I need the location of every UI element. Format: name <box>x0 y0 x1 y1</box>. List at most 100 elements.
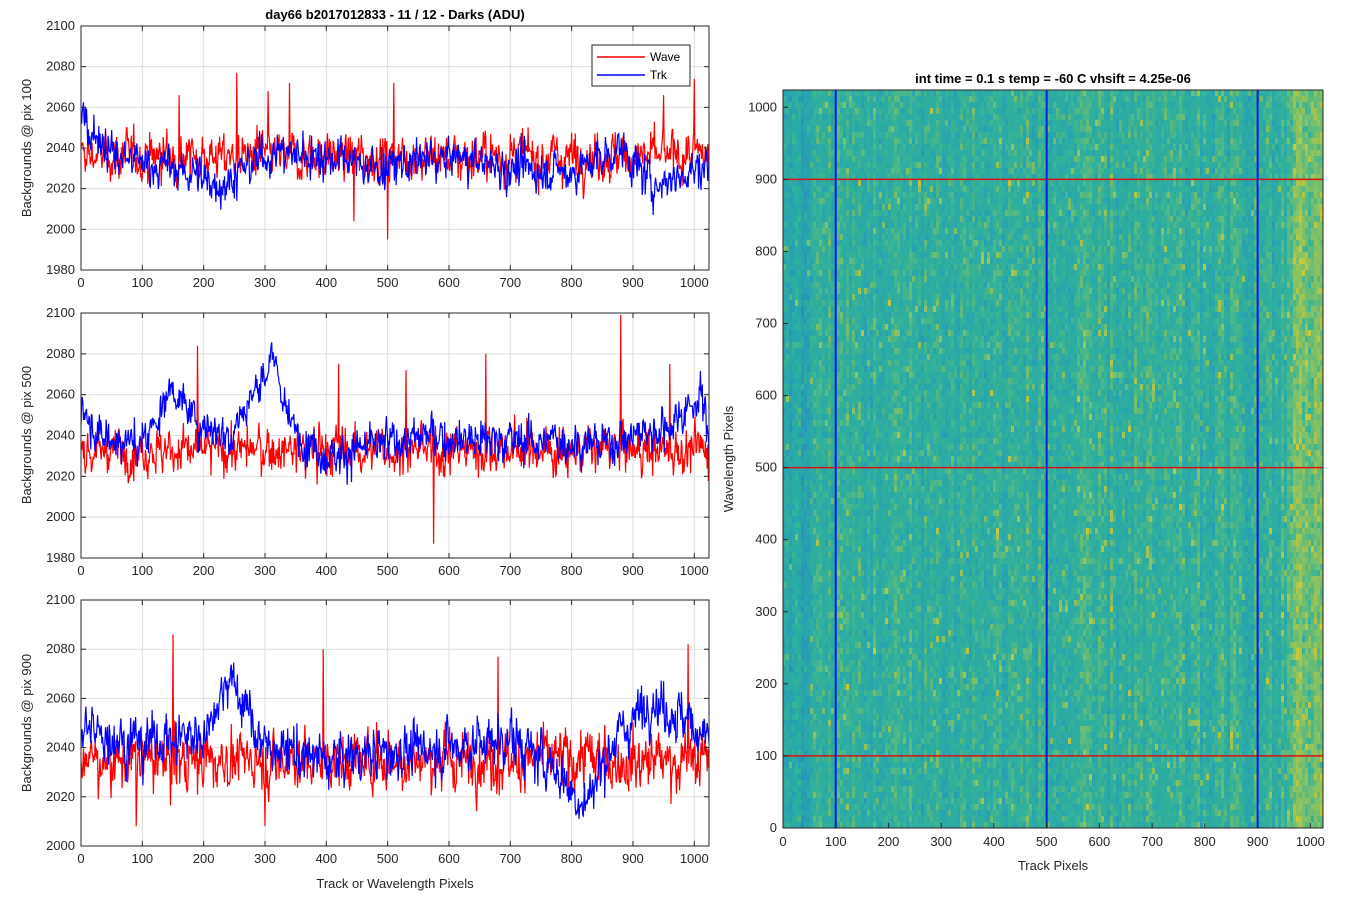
heatmap-cell <box>795 114 798 120</box>
heatmap-cell <box>1191 186 1194 192</box>
heatmap-cell <box>870 210 873 216</box>
heatmap-cell <box>891 144 894 150</box>
heatmap-cell <box>1077 114 1080 120</box>
heatmap-cell <box>1074 120 1077 126</box>
heatmap-cell <box>1011 168 1014 174</box>
heatmap-cell <box>804 138 807 144</box>
heatmap-cell <box>1119 144 1122 150</box>
heatmap-cell <box>1068 186 1071 192</box>
heatmap-cell <box>801 90 804 96</box>
heatmap-cell <box>1026 138 1029 144</box>
heatmap-cell <box>1122 108 1125 114</box>
heatmap-cell <box>831 210 834 216</box>
heatmap-cell <box>1266 234 1269 240</box>
heatmap-cell <box>1056 186 1059 192</box>
heatmap-cell <box>1131 114 1134 120</box>
heatmap-cell <box>1017 240 1020 246</box>
heatmap-cell <box>1146 180 1149 186</box>
heatmap-cell <box>1170 210 1173 216</box>
heatmap-cell <box>1071 102 1074 108</box>
heatmap-cell <box>1179 96 1182 102</box>
heatmap-cell <box>1095 138 1098 144</box>
heatmap-cell <box>1173 180 1176 186</box>
heatmap-cell <box>1074 114 1077 120</box>
heatmap-cell <box>822 192 825 198</box>
heatmap-cell <box>855 114 858 120</box>
heatmap-cell <box>1113 114 1116 120</box>
heatmap-cell <box>1170 138 1173 144</box>
heatmap-cell <box>1110 222 1113 228</box>
heatmap-cell <box>1143 144 1146 150</box>
heatmap-cell <box>1176 102 1179 108</box>
heatmap-cell <box>1146 132 1149 138</box>
heatmap-cell <box>1125 234 1128 240</box>
heatmap-cell <box>861 144 864 150</box>
heatmap-cell <box>1098 108 1101 114</box>
heatmap-cell <box>918 234 921 240</box>
heatmap-cell <box>1107 168 1110 174</box>
heatmap-cell <box>1218 150 1221 156</box>
heatmap-cell <box>1113 228 1116 234</box>
heatmap-cell <box>894 180 897 186</box>
heatmap-cell <box>1206 222 1209 228</box>
heatmap-cell <box>1089 108 1092 114</box>
heatmap-cell <box>924 234 927 240</box>
heatmap-cell <box>1317 108 1320 114</box>
heatmap-cell <box>1068 102 1071 108</box>
heatmap-cell <box>1296 216 1299 222</box>
heatmap-cell <box>906 186 909 192</box>
heatmap-cell <box>1305 222 1308 228</box>
heatmap-cell <box>897 120 900 126</box>
heatmap-cell <box>978 114 981 120</box>
heatmap-cell <box>1008 120 1011 126</box>
heatmap-cell <box>1311 228 1314 234</box>
heatmap-cell <box>1200 150 1203 156</box>
heatmap-cell <box>879 132 882 138</box>
heatmap-cell <box>1056 90 1059 96</box>
heatmap-cell <box>783 162 786 168</box>
heatmap-cell <box>1293 114 1296 120</box>
heatmap-cell <box>1128 138 1131 144</box>
heatmap-cell <box>927 198 930 204</box>
heatmap-cell <box>1050 162 1053 168</box>
heatmap-cell <box>816 132 819 138</box>
heatmap-cell <box>1092 234 1095 240</box>
heatmap-cell <box>1224 162 1227 168</box>
heatmap-cell <box>885 216 888 222</box>
heatmap-cell <box>825 90 828 96</box>
heatmap-cell <box>1233 102 1236 108</box>
heatmap-cell <box>936 210 939 216</box>
heatmap-cell <box>1302 228 1305 234</box>
heatmap-cell <box>969 186 972 192</box>
heatmap-cell <box>1131 156 1134 162</box>
heatmap-cell <box>1209 210 1212 216</box>
heatmap-cell <box>993 186 996 192</box>
heatmap-cell <box>966 96 969 102</box>
heatmap-cell <box>1116 222 1119 228</box>
heatmap-cell <box>903 168 906 174</box>
heatmap-cell <box>1176 198 1179 204</box>
heatmap-cell <box>990 126 993 132</box>
heatmap-cell <box>1164 168 1167 174</box>
heatmap-cell <box>870 222 873 228</box>
heatmap-cell <box>1200 108 1203 114</box>
heatmap-cell <box>930 246 933 252</box>
heatmap-cell <box>960 102 963 108</box>
heatmap-cell <box>1269 198 1272 204</box>
heatmap-cell <box>786 144 789 150</box>
heatmap-cell <box>1209 222 1212 228</box>
y-tick-label: 2080 <box>46 641 75 656</box>
heatmap-cell <box>843 186 846 192</box>
heatmap-cell <box>1119 192 1122 198</box>
heatmap-cell <box>981 90 984 96</box>
heatmap-cell <box>1140 96 1143 102</box>
heatmap-cell <box>939 108 942 114</box>
heatmap-cell <box>825 162 828 168</box>
heatmap-cell <box>1308 144 1311 150</box>
heatmap-cell <box>1293 234 1296 240</box>
heatmap-cell <box>792 138 795 144</box>
heatmap-cell <box>1203 192 1206 198</box>
heatmap-cell <box>972 132 975 138</box>
heatmap-cell <box>831 114 834 120</box>
heatmap-cell <box>1203 186 1206 192</box>
